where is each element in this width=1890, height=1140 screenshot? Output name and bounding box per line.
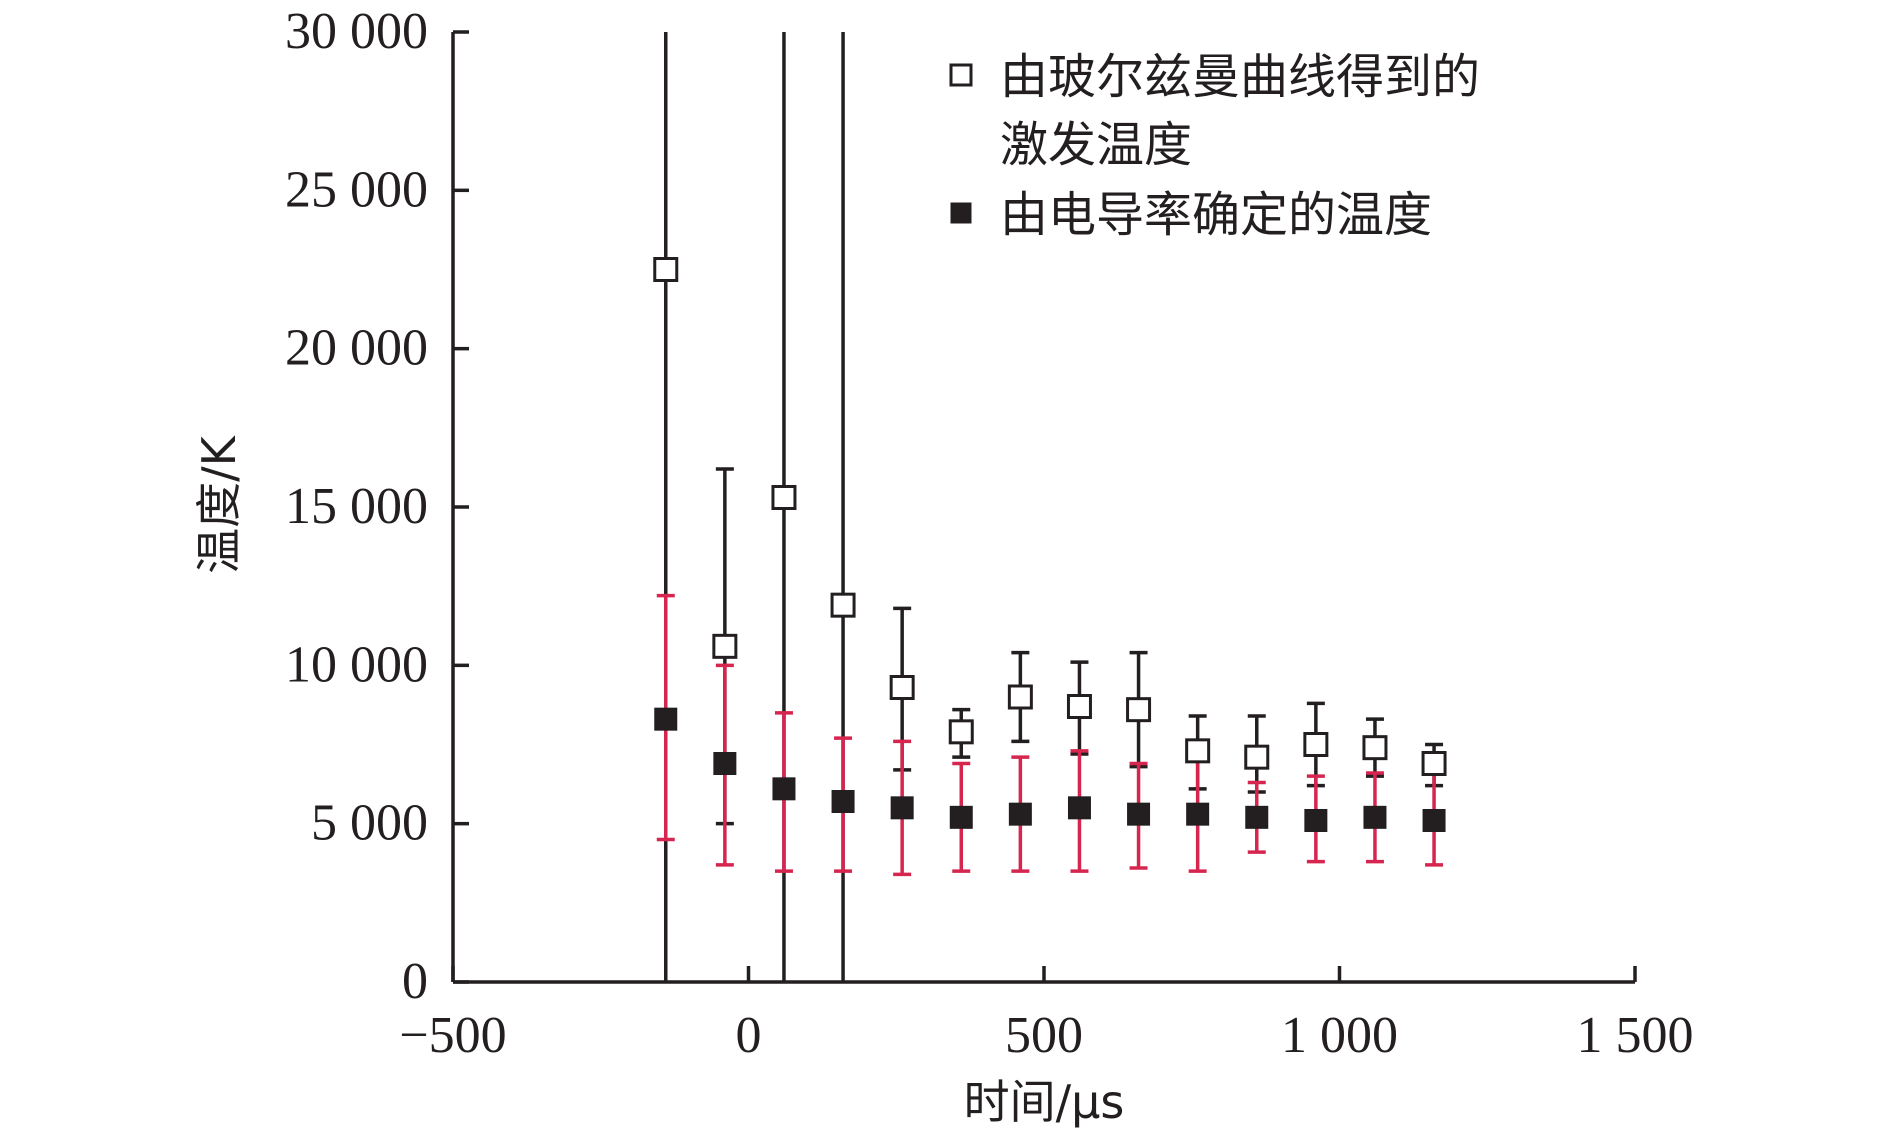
filled-square-marker — [1304, 809, 1328, 832]
filled-square-marker — [1008, 802, 1032, 826]
x-tick-label: 1 000 — [1281, 1007, 1398, 1064]
open-square-marker — [1303, 732, 1329, 757]
y-tick-label: 30 000 — [285, 3, 428, 60]
filled-square-marker — [1363, 805, 1387, 829]
open-square-marker — [1421, 751, 1447, 776]
legend-filled-square-icon — [950, 202, 972, 224]
open-square-marker — [1362, 735, 1388, 761]
open-square-marker — [1126, 697, 1152, 723]
data-markers — [653, 257, 1447, 832]
filled-square-marker — [890, 796, 914, 820]
x-tick-label: 500 — [1005, 1007, 1083, 1064]
filled-square-marker — [949, 805, 973, 829]
open-square-marker — [712, 633, 738, 659]
filled-square-marker — [1186, 802, 1210, 826]
filled-square-marker — [654, 707, 678, 731]
filled-square-marker — [831, 790, 855, 813]
y-tick-label: 25 000 — [285, 161, 428, 218]
y-tick-label: 5 000 — [311, 795, 428, 852]
filled-square-marker — [1067, 796, 1091, 820]
filled-square-marker — [1127, 802, 1151, 826]
open-square-marker — [948, 719, 974, 745]
x-axis-title: 时间/μs — [964, 1075, 1125, 1129]
y-tick-label: 15 000 — [285, 478, 428, 535]
filled-square-marker — [1422, 809, 1446, 832]
open-square-marker — [1185, 738, 1211, 764]
open-square-marker — [771, 485, 797, 510]
filled-square-marker — [772, 777, 796, 801]
legend-label: 由玻尔兹曼曲线得到的 — [1000, 49, 1480, 105]
legend-open-square-icon — [949, 63, 973, 87]
legend-label: 由电导率确定的温度 — [1000, 187, 1432, 243]
y-tick-label: 10 000 — [285, 636, 428, 693]
filled-square-marker — [713, 752, 737, 775]
y-axis-title: 温度/K — [192, 434, 246, 573]
open-square-marker — [830, 592, 856, 618]
open-square-marker — [1007, 684, 1033, 710]
x-tick-label: 0 — [736, 1007, 762, 1064]
open-square-marker — [889, 675, 915, 700]
legend-label: 激发温度 — [1000, 117, 1192, 173]
x-tick-label: −500 — [399, 1007, 506, 1064]
y-tick-label: 20 000 — [285, 320, 428, 377]
y-tick-label: 0 — [402, 953, 428, 1010]
open-square-marker — [1066, 694, 1092, 719]
filled-square-marker — [1245, 805, 1269, 829]
x-tick-label: 1 500 — [1577, 1007, 1694, 1064]
open-square-marker — [653, 257, 679, 282]
open-square-marker — [1244, 744, 1270, 770]
